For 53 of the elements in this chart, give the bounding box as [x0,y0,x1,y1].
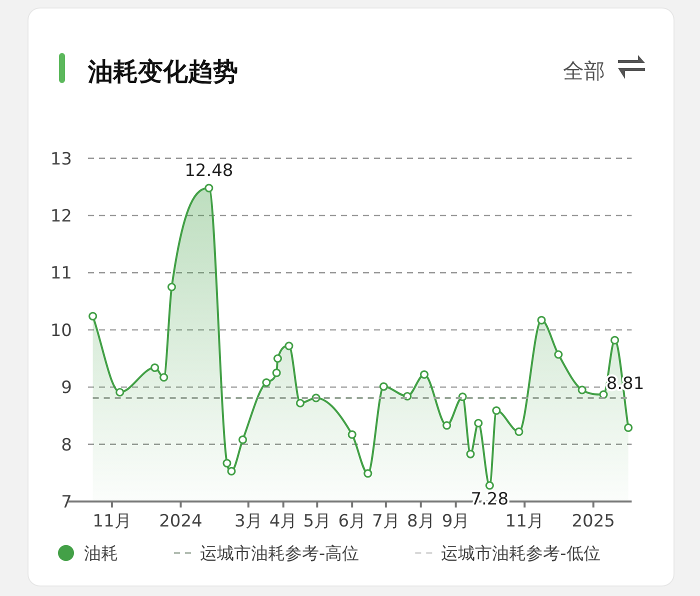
point [578,386,586,394]
x-tick-label: 9月 [442,512,470,532]
point [474,418,483,428]
point [379,382,388,391]
point [485,481,494,490]
y-tick-label: 9 [61,378,72,398]
point [88,312,98,320]
x-tick-label: 2024 [159,512,202,532]
point [514,427,524,436]
point [492,406,501,415]
point [442,421,452,430]
x-tick-label: 11月 [505,512,544,532]
point [284,342,294,350]
x-tick-label: 6月 [338,512,366,532]
point [150,363,160,372]
y-tick-label: 7 [61,492,72,512]
x-tick-label: 11月 [92,512,132,532]
x-tick-label: 8月 [406,512,435,532]
legend-label: 运城市油耗参考-高位 [200,544,360,564]
point [116,388,124,397]
y-tick-label: 12 [50,206,72,226]
y-tick-label: 8 [61,435,72,456]
point [364,469,372,478]
point [537,316,546,324]
point [624,423,633,432]
y-tick-label: 13 [50,149,72,170]
point [262,378,271,387]
point [273,354,282,363]
point [348,430,356,439]
point [272,368,281,378]
point [160,373,168,382]
point [238,435,248,444]
point [610,336,620,344]
chart-title: 油耗变化趋势 [87,57,238,86]
legend-label: 油耗 [84,544,118,564]
point [554,350,563,359]
data-label: 12.48 [184,161,234,182]
x-tick-label: 5月 [303,512,332,532]
legend-label: 运城市油耗参考-低位 [441,544,600,564]
point [466,450,475,458]
point [296,398,305,408]
text: 全部 [563,59,605,83]
y-tick-label: 10 [50,320,72,341]
x-tick-label: 2025 [572,512,615,532]
point [420,370,429,379]
x-tick-label: 7月 [372,512,400,532]
y-tick-label: 11 [50,264,72,284]
point [167,282,176,292]
x-tick-label: 4月 [269,512,298,532]
point [227,466,236,476]
point [204,184,214,192]
point [222,458,232,468]
x-tick-label: 3月 [234,512,262,532]
